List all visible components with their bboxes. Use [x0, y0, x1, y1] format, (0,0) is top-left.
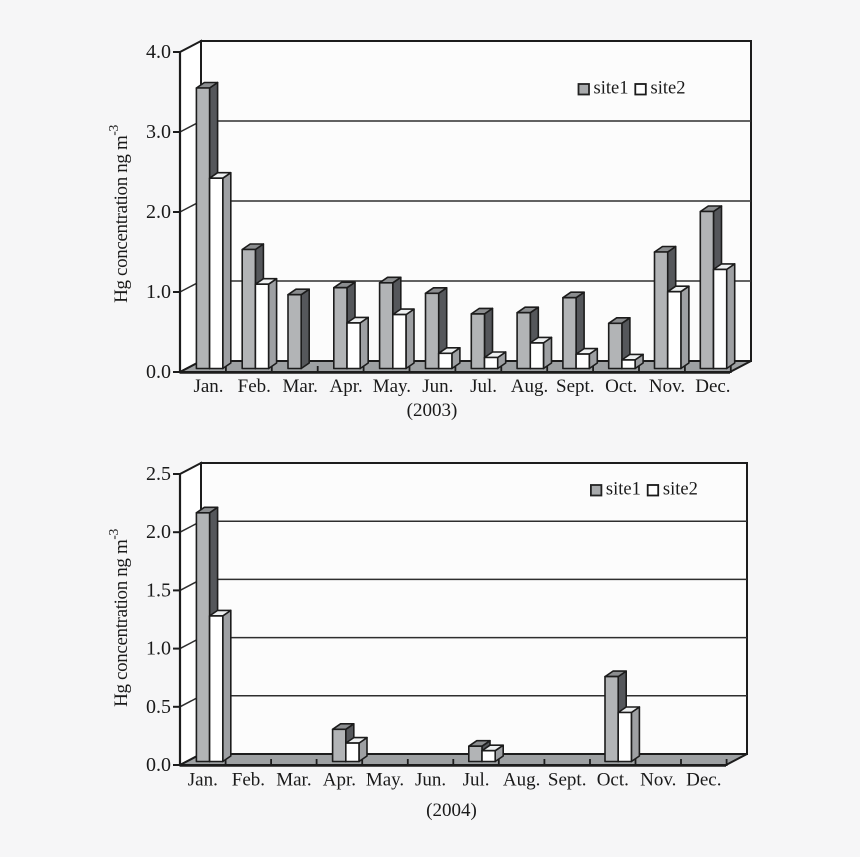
- svg-text:(2003): (2003): [407, 400, 458, 421]
- svg-text:Jun.: Jun.: [415, 770, 446, 791]
- svg-text:Oct.: Oct.: [597, 770, 629, 791]
- svg-text:2.0: 2.0: [146, 521, 171, 543]
- svg-text:Jul.: Jul.: [463, 770, 490, 791]
- svg-text:Jun.: Jun.: [422, 376, 453, 397]
- svg-text:Sept.: Sept.: [548, 770, 587, 791]
- svg-text:1.0: 1.0: [146, 281, 171, 303]
- svg-text:site2: site2: [663, 480, 698, 500]
- svg-text:Jul.: Jul.: [470, 376, 497, 397]
- svg-text:0.0: 0.0: [146, 754, 171, 776]
- svg-text:Dec.: Dec.: [686, 770, 721, 791]
- svg-text:May.: May.: [366, 770, 404, 791]
- svg-text:Feb.: Feb.: [238, 376, 271, 397]
- svg-text:Feb.: Feb.: [232, 770, 265, 791]
- svg-text:4.0: 4.0: [146, 41, 171, 63]
- svg-text:Aug.: Aug.: [511, 376, 548, 397]
- svg-text:2.0: 2.0: [146, 201, 171, 223]
- svg-text:Dec.: Dec.: [695, 376, 730, 397]
- svg-text:Nov.: Nov.: [640, 770, 676, 791]
- svg-text:Sept.: Sept.: [556, 376, 595, 397]
- svg-text:1.0: 1.0: [146, 638, 171, 660]
- svg-text:Apr.: Apr.: [323, 770, 356, 791]
- svg-text:(2004): (2004): [426, 800, 477, 821]
- svg-text:Hg concentration ng m-3: Hg concentration ng m-3: [106, 528, 132, 706]
- svg-text:Jan.: Jan.: [193, 376, 223, 397]
- svg-text:0.0: 0.0: [146, 361, 171, 383]
- svg-text:Hg concentration ng m-3: Hg concentration ng m-3: [106, 124, 132, 302]
- svg-text:Nov.: Nov.: [649, 376, 685, 397]
- svg-text:site1: site1: [606, 480, 641, 500]
- svg-text:Mar.: Mar.: [283, 376, 318, 397]
- svg-text:Jan.: Jan.: [188, 770, 218, 791]
- svg-text:2.5: 2.5: [146, 463, 171, 485]
- svg-text:site1: site1: [594, 79, 629, 99]
- svg-text:Mar.: Mar.: [276, 770, 311, 791]
- svg-text:0.5: 0.5: [146, 696, 171, 718]
- svg-text:site2: site2: [651, 79, 686, 99]
- svg-text:Aug.: Aug.: [503, 770, 540, 791]
- svg-text:3.0: 3.0: [146, 121, 171, 143]
- svg-text:May.: May.: [373, 376, 411, 397]
- svg-text:Oct.: Oct.: [605, 376, 637, 397]
- svg-text:Apr.: Apr.: [329, 376, 362, 397]
- svg-text:1.5: 1.5: [146, 579, 171, 601]
